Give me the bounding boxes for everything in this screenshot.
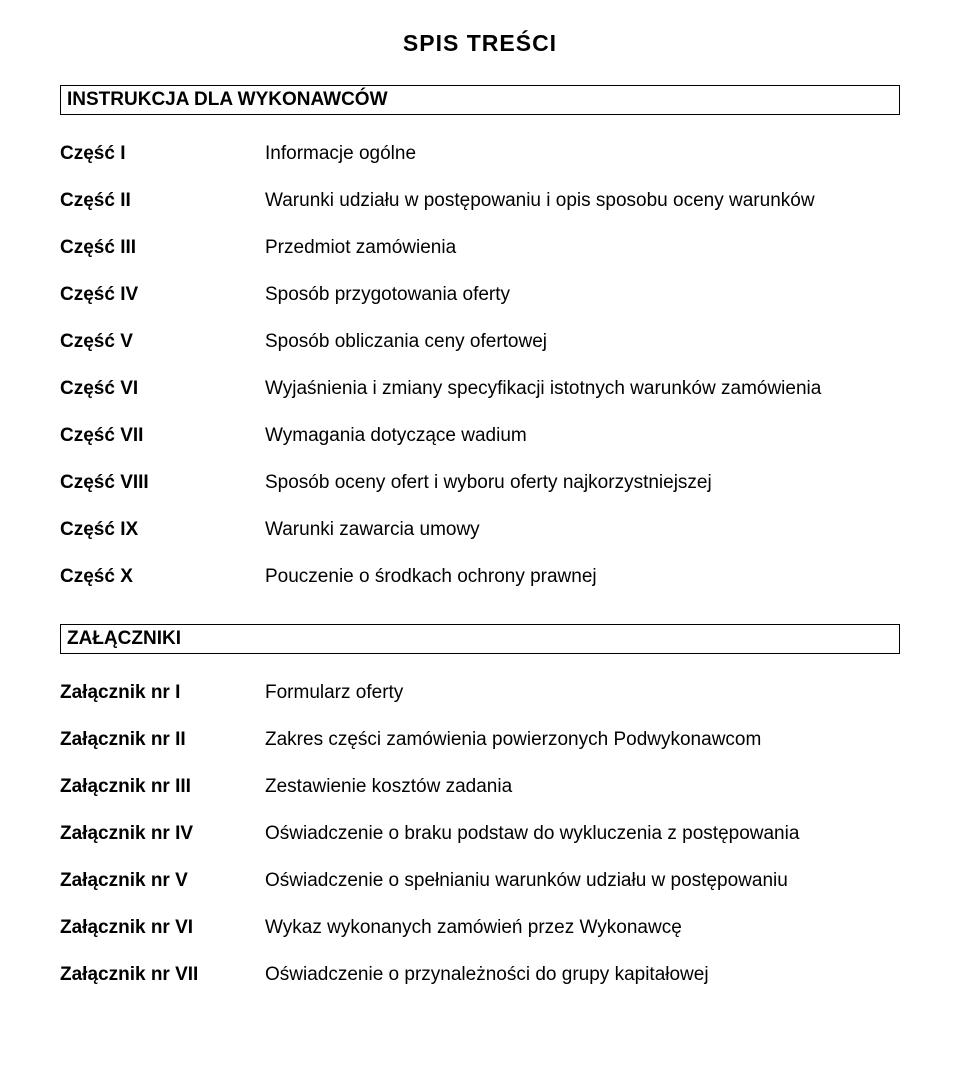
toc-row: Załącznik nr V Oświadczenie o spełnianiu… (60, 870, 900, 892)
toc-desc: Przedmiot zamówienia (265, 237, 900, 259)
toc-label: Załącznik nr II (60, 729, 265, 751)
document-title: SPIS TREŚCI (60, 30, 900, 57)
toc-label: Załącznik nr VII (60, 964, 265, 986)
toc-label: Część VI (60, 378, 265, 400)
toc-label: Załącznik nr VI (60, 917, 265, 939)
toc-desc: Sposób przygotowania oferty (265, 284, 900, 306)
toc-row: Część V Sposób obliczania ceny ofertowej (60, 331, 900, 353)
toc-instrukcja: Część I Informacje ogólne Część II Warun… (60, 143, 900, 588)
page: SPIS TREŚCI INSTRUKCJA DLA WYKONAWCÓW Cz… (0, 0, 960, 1067)
toc-desc: Zakres części zamówienia powierzonych Po… (265, 729, 900, 751)
toc-row: Załącznik nr I Formularz oferty (60, 682, 900, 704)
toc-row: Załącznik nr VI Wykaz wykonanych zamówie… (60, 917, 900, 939)
toc-desc: Warunki zawarcia umowy (265, 519, 900, 541)
toc-label: Część IX (60, 519, 265, 541)
toc-label: Załącznik nr IV (60, 823, 265, 845)
toc-row: Część X Pouczenie o środkach ochrony pra… (60, 566, 900, 588)
section-header-zalaczniki: ZAŁĄCZNIKI (60, 624, 900, 654)
toc-row: Załącznik nr III Zestawienie kosztów zad… (60, 776, 900, 798)
toc-label: Załącznik nr I (60, 682, 265, 704)
section-header-instrukcja: INSTRUKCJA DLA WYKONAWCÓW (60, 85, 900, 115)
toc-desc: Pouczenie o środkach ochrony prawnej (265, 566, 900, 588)
toc-row: Załącznik nr VII Oświadczenie o przynale… (60, 964, 900, 986)
toc-label: Część VII (60, 425, 265, 447)
toc-row: Część IX Warunki zawarcia umowy (60, 519, 900, 541)
toc-desc: Wyjaśnienia i zmiany specyfikacji istotn… (265, 378, 900, 400)
toc-label: Część IV (60, 284, 265, 306)
toc-row: Część III Przedmiot zamówienia (60, 237, 900, 259)
toc-desc: Zestawienie kosztów zadania (265, 776, 900, 798)
toc-label: Część III (60, 237, 265, 259)
toc-label: Załącznik nr V (60, 870, 265, 892)
toc-label: Część V (60, 331, 265, 353)
toc-row: Część I Informacje ogólne (60, 143, 900, 165)
toc-label: Część I (60, 143, 265, 165)
toc-desc: Formularz oferty (265, 682, 900, 704)
toc-row: Część IV Sposób przygotowania oferty (60, 284, 900, 306)
toc-desc: Informacje ogólne (265, 143, 900, 165)
toc-label: Załącznik nr III (60, 776, 265, 798)
toc-desc: Wykaz wykonanych zamówień przez Wykonawc… (265, 917, 900, 939)
toc-row: Załącznik nr IV Oświadczenie o braku pod… (60, 823, 900, 845)
toc-row: Część VIII Sposób oceny ofert i wyboru o… (60, 472, 900, 494)
toc-desc: Oświadczenie o braku podstaw do wyklucze… (265, 823, 900, 845)
toc-zalaczniki: Załącznik nr I Formularz oferty Załączni… (60, 682, 900, 986)
toc-row: Część VII Wymagania dotyczące wadium (60, 425, 900, 447)
toc-row: Załącznik nr II Zakres części zamówienia… (60, 729, 900, 751)
toc-desc: Warunki udziału w postępowaniu i opis sp… (265, 190, 900, 212)
toc-desc: Sposób obliczania ceny ofertowej (265, 331, 900, 353)
toc-label: Część VIII (60, 472, 265, 494)
toc-desc: Sposób oceny ofert i wyboru oferty najko… (265, 472, 900, 494)
toc-label: Część II (60, 190, 265, 212)
toc-desc: Oświadczenie o przynależności do grupy k… (265, 964, 900, 986)
toc-desc: Wymagania dotyczące wadium (265, 425, 900, 447)
toc-desc: Oświadczenie o spełnianiu warunków udzia… (265, 870, 900, 892)
toc-row: Część VI Wyjaśnienia i zmiany specyfikac… (60, 378, 900, 400)
toc-label: Część X (60, 566, 265, 588)
toc-row: Część II Warunki udziału w postępowaniu … (60, 190, 900, 212)
